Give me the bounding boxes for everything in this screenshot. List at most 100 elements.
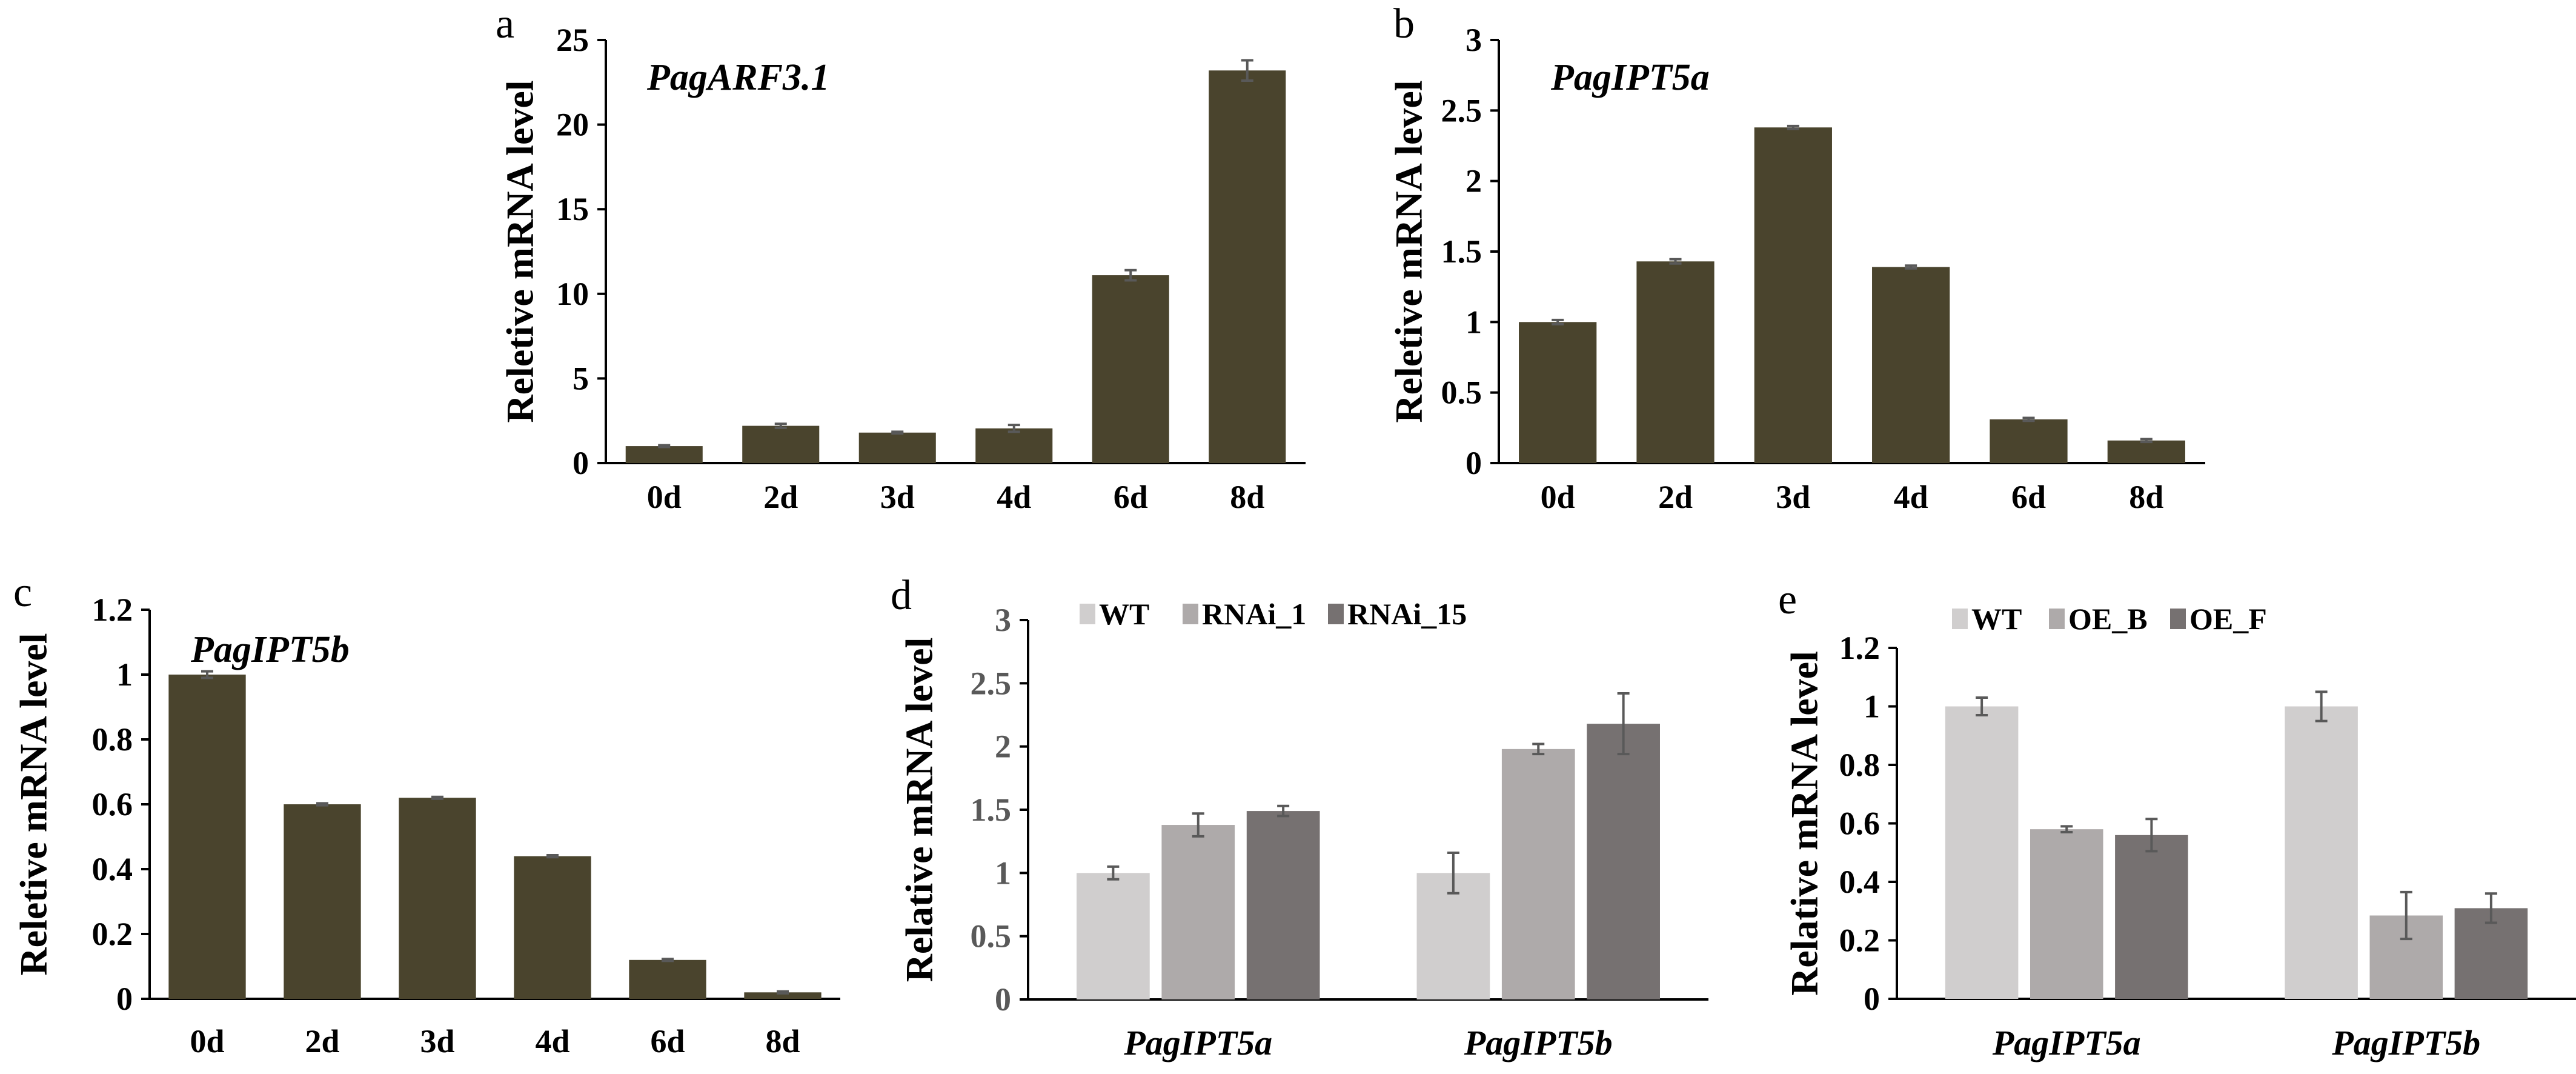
- legend-swatch: [1080, 604, 1095, 624]
- panel-letter: d: [891, 572, 912, 619]
- bar-rnai_1: [1501, 749, 1575, 999]
- legend-label: WT: [1099, 597, 1149, 631]
- bar: [629, 959, 706, 999]
- y-axis-label: Reletive mRNA level: [1387, 80, 1430, 422]
- bar: [858, 432, 936, 463]
- y-tick-label: 2.5: [1441, 92, 1482, 128]
- bar-wt: [1945, 706, 2019, 999]
- y-tick-label: 3: [1466, 22, 1482, 58]
- y-tick-label: 0.5: [1441, 375, 1482, 411]
- legend: WT RNAi_1 RNAi_15: [1080, 597, 1467, 631]
- x-tick-label: 6d: [1114, 479, 1148, 515]
- bar: [1754, 127, 1832, 464]
- y-tick-label: 0: [995, 981, 1011, 1018]
- bar-rnai_15: [1587, 724, 1660, 999]
- y-tick-label: 1.5: [1441, 233, 1482, 270]
- bar: [399, 798, 476, 999]
- x-tick-label: PagIPT5a: [1992, 1023, 2141, 1062]
- panel-letter: a: [496, 1, 514, 47]
- legend-swatch: [2170, 609, 2186, 629]
- y-tick-label: 0: [116, 981, 133, 1017]
- bar: [742, 425, 820, 463]
- y-tick-label: 1: [995, 855, 1011, 891]
- bar: [1636, 261, 1715, 463]
- y-tick-label: 1.2: [1839, 630, 1881, 666]
- x-tick-label: 8d: [2129, 479, 2163, 515]
- y-tick-label: 1.5: [971, 792, 1012, 828]
- panel-e: e Relative mRNA level 0 0.2 0.4 0.6 0.8 1 1.2 Pag…: [1778, 576, 2576, 1062]
- x-tick-label: PagIPT5b: [1464, 1023, 1613, 1062]
- x-tick-label: 4d: [1894, 479, 1928, 515]
- x-tick-label: 0d: [647, 479, 682, 515]
- bar: [2107, 440, 2185, 463]
- legend-label: OE_B: [2068, 602, 2148, 636]
- legend-label: RNAi_15: [1347, 597, 1467, 631]
- y-tick-label: 0.4: [92, 851, 133, 887]
- y-tick-label: 0.8: [92, 721, 133, 758]
- legend-swatch: [2049, 609, 2065, 629]
- panel-d: d Relative mRNA level 0 0.5 1 1.5 2 2.5 3 PagIPT5…: [891, 572, 1708, 1062]
- bar-oe_f: [2115, 835, 2188, 999]
- y-tick-label: 2.5: [971, 665, 1012, 701]
- panel-a: a Reletive mRNA level 0 5 10 15 20 25 0d 2d 3d 4d 6d…: [496, 1, 1306, 515]
- x-tick-label: 0d: [190, 1023, 224, 1059]
- y-tick-label: 1: [116, 656, 133, 693]
- bar: [744, 992, 822, 999]
- bar: [514, 856, 591, 999]
- y-tick-label: 0.6: [1839, 806, 1881, 842]
- panel-letter: b: [1393, 1, 1415, 47]
- bar-wt: [2285, 706, 2358, 999]
- x-tick-label: 2d: [305, 1023, 339, 1059]
- x-tick-label: 0d: [1541, 479, 1575, 515]
- bar: [975, 428, 1053, 463]
- x-tick-label: 4d: [535, 1023, 569, 1059]
- y-tick-label: 5: [573, 360, 589, 396]
- legend-label: RNAi_1: [1202, 597, 1306, 631]
- y-axis-label: Relative mRNA level: [898, 638, 941, 982]
- x-tick-label: 3d: [880, 479, 915, 515]
- y-tick-label: 0.5: [971, 918, 1012, 955]
- x-tick-label: 3d: [420, 1023, 454, 1059]
- x-tick-label: 6d: [2011, 479, 2046, 515]
- legend-label: OE_F: [2189, 602, 2267, 636]
- y-tick-label: 20: [556, 107, 589, 143]
- y-tick-label: 1: [1466, 304, 1482, 340]
- chart-title: PagIPT5b: [190, 629, 350, 670]
- chart-title: PagARF3.1: [646, 57, 829, 98]
- x-tick-label: PagIPT5b: [2331, 1023, 2480, 1062]
- y-tick-label: 0.2: [92, 916, 133, 952]
- y-axis-label: Reletive mRNA level: [12, 633, 55, 975]
- y-tick-label: 3: [995, 602, 1011, 638]
- legend-label: WT: [1971, 602, 2022, 636]
- chart-title: PagIPT5a: [1550, 57, 1710, 98]
- y-tick-label: 0.8: [1839, 747, 1881, 783]
- y-axis-label: Relative mRNA level: [1783, 651, 1826, 996]
- panel-letter: c: [13, 569, 32, 616]
- legend-swatch: [1328, 604, 1344, 624]
- panel-letter: e: [1778, 576, 1797, 623]
- y-axis-label: Reletive mRNA level: [499, 80, 542, 422]
- y-tick-label: 1.2: [92, 592, 133, 628]
- x-tick-label: 8d: [1230, 479, 1264, 515]
- y-tick-label: 15: [556, 191, 589, 227]
- legend-swatch: [1952, 609, 1968, 629]
- y-tick-label: 0.6: [92, 786, 133, 822]
- y-tick-label: 0.2: [1839, 922, 1881, 959]
- bar: [625, 446, 703, 463]
- y-tick-label: 10: [556, 276, 589, 312]
- y-tick-label: 2: [995, 729, 1011, 765]
- x-tick-label: PagIPT5a: [1123, 1023, 1272, 1062]
- x-tick-label: 8d: [765, 1023, 800, 1059]
- bar: [168, 675, 246, 999]
- x-tick-label: 2d: [1658, 479, 1693, 515]
- legend: WT OE_B OE_F: [1952, 602, 2267, 636]
- bar-oe_b: [2030, 829, 2103, 999]
- bar-wt: [1077, 873, 1150, 999]
- y-tick-label: 0: [1466, 445, 1482, 481]
- bar: [1990, 419, 2068, 463]
- panel-c: c Reletive mRNA level 0 0.2 0.4 0.6 0.8 1 1.2 0d 2…: [12, 569, 840, 1059]
- y-tick-label: 0: [573, 445, 589, 481]
- y-tick-label: 0.4: [1839, 864, 1881, 900]
- x-tick-label: 4d: [997, 479, 1031, 515]
